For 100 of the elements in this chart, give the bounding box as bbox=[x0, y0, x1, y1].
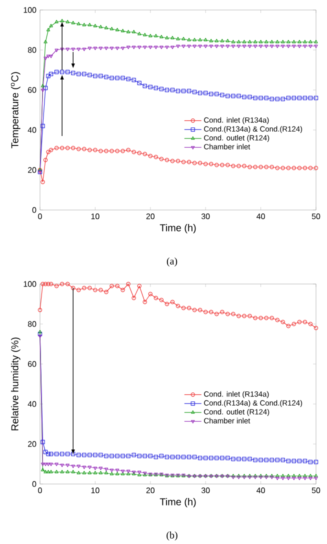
point bbox=[204, 310, 208, 314]
point bbox=[93, 470, 98, 474]
point bbox=[104, 290, 108, 294]
point bbox=[231, 312, 236, 316]
point bbox=[164, 88, 170, 92]
point bbox=[209, 38, 213, 42]
point bbox=[148, 154, 152, 158]
point bbox=[270, 96, 274, 102]
point bbox=[60, 70, 64, 74]
point bbox=[98, 288, 103, 292]
point bbox=[270, 316, 274, 320]
point bbox=[104, 46, 108, 50]
point bbox=[248, 94, 252, 100]
point bbox=[303, 40, 307, 44]
point bbox=[49, 470, 53, 474]
point bbox=[204, 44, 208, 48]
point bbox=[104, 454, 108, 458]
point bbox=[148, 34, 152, 38]
point bbox=[66, 70, 70, 74]
point bbox=[220, 38, 224, 42]
point bbox=[181, 88, 186, 94]
point bbox=[71, 146, 76, 150]
point bbox=[176, 88, 180, 94]
point bbox=[46, 282, 50, 286]
point bbox=[126, 454, 130, 458]
point bbox=[308, 476, 312, 480]
point bbox=[297, 320, 302, 324]
point bbox=[137, 454, 142, 458]
point bbox=[44, 56, 48, 60]
point bbox=[148, 84, 152, 90]
point bbox=[132, 296, 136, 300]
point bbox=[88, 466, 92, 470]
point bbox=[308, 322, 313, 326]
point bbox=[40, 282, 45, 286]
point bbox=[292, 322, 296, 326]
point bbox=[192, 44, 196, 48]
point bbox=[253, 316, 258, 320]
point bbox=[143, 32, 147, 36]
point bbox=[220, 310, 224, 314]
point bbox=[82, 22, 86, 26]
point bbox=[142, 84, 147, 88]
point bbox=[165, 36, 169, 40]
point bbox=[98, 74, 103, 78]
point bbox=[44, 40, 48, 44]
point bbox=[54, 470, 58, 474]
point bbox=[48, 452, 54, 456]
point bbox=[46, 74, 50, 78]
point bbox=[165, 46, 169, 50]
point bbox=[82, 466, 86, 470]
point bbox=[49, 24, 53, 28]
point bbox=[46, 470, 50, 474]
point bbox=[132, 78, 136, 82]
point bbox=[204, 90, 208, 96]
point bbox=[54, 146, 59, 150]
point bbox=[76, 48, 80, 52]
point bbox=[302, 96, 308, 100]
point bbox=[220, 44, 224, 48]
point bbox=[214, 312, 219, 316]
point bbox=[115, 454, 120, 458]
point bbox=[142, 152, 147, 156]
point bbox=[270, 164, 274, 170]
point bbox=[110, 468, 114, 472]
point bbox=[170, 36, 174, 40]
point bbox=[110, 76, 114, 80]
point bbox=[126, 46, 130, 50]
point bbox=[110, 284, 114, 288]
x-axis-title: Time (h) bbox=[160, 498, 196, 508]
point bbox=[226, 44, 230, 48]
point bbox=[120, 46, 125, 50]
point bbox=[242, 164, 246, 168]
point bbox=[281, 474, 285, 478]
point bbox=[154, 454, 158, 460]
point bbox=[275, 318, 280, 322]
point bbox=[176, 36, 180, 40]
point bbox=[164, 302, 170, 306]
point bbox=[258, 164, 263, 170]
point bbox=[270, 458, 274, 462]
point bbox=[292, 40, 296, 44]
point bbox=[182, 44, 186, 48]
point bbox=[242, 40, 246, 44]
point bbox=[192, 38, 196, 42]
point bbox=[76, 288, 81, 292]
point bbox=[98, 46, 103, 50]
point bbox=[44, 462, 48, 466]
point bbox=[170, 46, 174, 50]
point bbox=[303, 476, 307, 480]
point bbox=[236, 44, 241, 48]
point bbox=[270, 40, 274, 44]
point bbox=[93, 288, 98, 292]
point bbox=[93, 46, 98, 50]
point bbox=[104, 74, 108, 80]
point bbox=[132, 46, 136, 50]
point bbox=[226, 312, 230, 316]
point bbox=[214, 92, 219, 96]
point bbox=[242, 44, 246, 48]
point bbox=[176, 158, 180, 164]
point bbox=[231, 40, 236, 44]
point bbox=[40, 462, 45, 466]
point bbox=[49, 462, 53, 466]
point bbox=[76, 22, 80, 26]
